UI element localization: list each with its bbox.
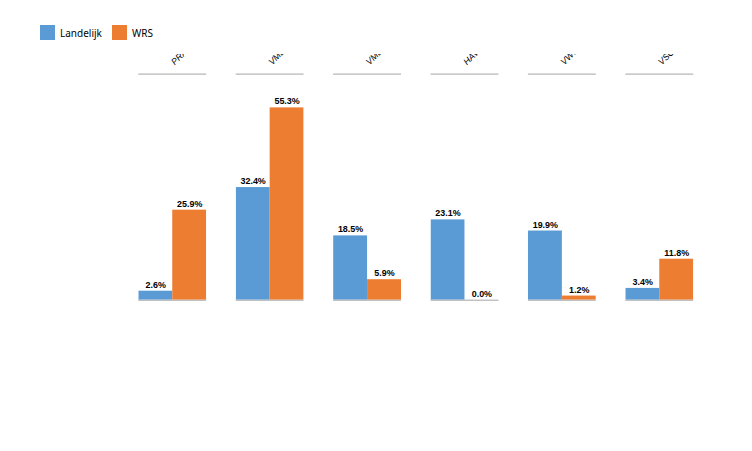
svg-text:5.9%: 5.9% [374, 268, 394, 278]
svg-text:1.2%: 1.2% [569, 285, 589, 295]
svg-text:PRAKTIJKONDERWIJS: PRAKTIJKONDERWIJS [169, 54, 244, 67]
svg-text:3.4%: 3.4% [633, 277, 653, 287]
svg-text:0.0%: 0.0% [472, 289, 492, 299]
svg-text:HAVO: HAVO [461, 54, 486, 67]
html-text:WRS: WRS [131, 25, 153, 40]
svg-text:25.9%: 25.9% [177, 199, 202, 209]
svg-text:19.9%: 19.9% [533, 220, 558, 230]
svg-text:32.4%: 32.4% [240, 176, 265, 186]
svg-text:23.1%: 23.1% [435, 208, 460, 218]
svg-text:VWO: VWO [559, 54, 581, 67]
svg-text:11.8%: 11.8% [664, 248, 689, 258]
svg-text:2.6%: 2.6% [146, 280, 166, 290]
html-text:Landelijk: Landelijk [60, 25, 102, 40]
svg-text:18.5%: 18.5% [338, 224, 363, 234]
svg-text:VMBO T/MAVO (INCL.LWOO): VMBO T/MAVO (INCL.LWOO) [364, 54, 456, 67]
svg-text:55.3%: 55.3% [274, 96, 299, 106]
svg-text:VMBO B/K/G (INCL.LWOO): VMBO B/K/G (INCL.LWOO) [266, 54, 351, 67]
svg-text:VSO: VSO [656, 54, 676, 67]
